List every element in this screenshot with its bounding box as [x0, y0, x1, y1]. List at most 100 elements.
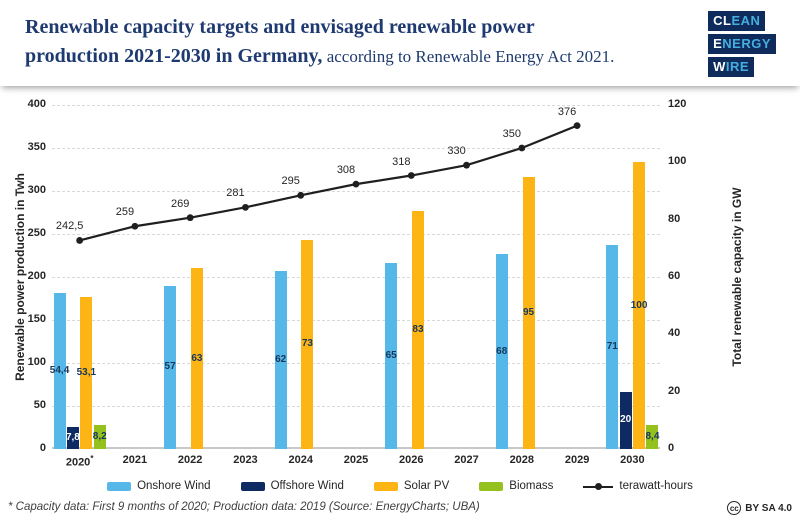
legend-color-swatch — [373, 481, 398, 491]
x-axis-ticks: 2020* 2021 2022 2023 2024 2025 2026 2027 2028 202… — [52, 454, 660, 470]
bar-value-label: 71 — [606, 341, 618, 353]
bar-onshore-wind-2022: 57 — [164, 285, 177, 449]
header: Renewable capacity targets and envisaged… — [0, 0, 800, 86]
chart-legend: Onshore Wind Offshore Wind Solar PV Biomass… — [0, 480, 800, 492]
logo-word-energy: ENERGY — [708, 34, 776, 54]
line-marker — [463, 161, 470, 169]
footnote-asterisk: * — [90, 454, 94, 463]
gridline — [52, 191, 660, 192]
page-title: Renewable capacity targets and envisaged… — [25, 13, 685, 71]
legend-item-onshore-wind: Onshore Wind — [107, 480, 211, 492]
legend-item-biomass: Biomass — [479, 480, 553, 492]
y-axis-tick-right: 120 — [668, 98, 687, 110]
bar-value-label: 100 — [630, 299, 648, 311]
x-axis-tick: 2024 — [288, 454, 313, 466]
bar-onshore-wind-2020: 54,4 — [50, 293, 69, 449]
line-value-label: 318 — [392, 155, 411, 168]
bar-value-label: 20 — [620, 414, 632, 426]
bar-solar-pv-2024: 73 — [301, 239, 314, 449]
gridline — [52, 148, 660, 149]
x-axis-tick: 2023 — [233, 454, 258, 466]
license-badge: cc BY SA 4.0 — [727, 501, 792, 515]
y-axis-tick-left: 50 — [33, 399, 46, 411]
bar-value-label: 57 — [164, 361, 176, 373]
bar-solar-pv-2026: 83 — [411, 211, 424, 449]
legend-label: Onshore Wind — [137, 480, 211, 492]
gridline — [52, 234, 660, 235]
legend-label: Offshore Wind — [270, 480, 344, 492]
x-axis-tick: 2028 — [509, 454, 535, 466]
clean-energy-wire-logo: CLEAN ENERGY WIRE — [708, 11, 776, 80]
line-value-label: 308 — [336, 164, 356, 177]
bar-value-label: 54,4 — [49, 365, 70, 377]
logo-letters-rest: NERGY — [722, 36, 771, 51]
line-value-label: 350 — [502, 128, 521, 140]
y-axis-tick-left: 150 — [27, 313, 46, 325]
right-axis-ticks: 0 20 40 60 80 100 120 — [668, 98, 708, 454]
x-axis-tick: 2026 — [399, 454, 424, 466]
title-subtitle: according to Renewable Energy Act 2021. — [322, 47, 615, 66]
line-marker — [352, 180, 360, 188]
bar-offshore-wind-2020: 7,8 — [66, 426, 80, 449]
legend-line-dot — [595, 482, 603, 490]
gridline — [52, 105, 660, 106]
bar-value-label: 53,1 — [76, 366, 97, 378]
y-axis-tick-left: 0 — [39, 442, 46, 454]
line-value-label: 376 — [557, 105, 577, 118]
left-axis-ticks: 0 50 100 150 200 250 300 350 400 — [0, 98, 46, 454]
logo-letters-highlight: W — [713, 59, 726, 74]
y-axis-tick-left: 300 — [27, 184, 46, 196]
bar-value-label: 73 — [301, 338, 313, 350]
x-axis-tick: 2022 — [177, 454, 203, 466]
bar-value-label: 63 — [191, 352, 203, 364]
y-axis-tick-left: 200 — [27, 270, 46, 282]
bar-value-label: 8,4 — [645, 430, 660, 442]
gridline — [52, 277, 660, 278]
line-value-label: 295 — [281, 175, 300, 188]
y-axis-tick-left: 350 — [27, 141, 46, 153]
footnote: * Capacity data: First 9 months of 2020;… — [8, 501, 480, 513]
line-marker — [407, 172, 415, 179]
bar-solar-pv-2022: 63 — [190, 268, 203, 449]
bar-value-label: 8,2 — [92, 431, 107, 443]
line-value-label: 330 — [447, 145, 466, 158]
line-value-label: 281 — [226, 187, 245, 200]
line-marker — [242, 203, 249, 211]
line-marker — [131, 222, 139, 230]
legend-item-solar-pv: Solar PV — [373, 480, 450, 492]
bar-onshore-wind-2024: 62 — [274, 271, 287, 449]
logo-word-clean: CLEAN — [708, 11, 766, 31]
legend-color-swatch — [240, 481, 265, 491]
bar-solar-pv-2020: 53,1 — [77, 296, 96, 449]
y-axis-tick-right: 80 — [668, 212, 681, 225]
bar-biomass-2030: 8,4 — [646, 424, 659, 449]
legend-line-marker — [583, 482, 614, 491]
terawatt-hours-line — [76, 122, 581, 244]
y-axis-tick-left: 250 — [27, 227, 46, 239]
y-axis-tick-right: 60 — [668, 270, 681, 282]
logo-letters-rest: EAN — [731, 13, 761, 28]
bar-solar-pv-2030: 100 — [631, 162, 647, 449]
right-axis-title: Total renewable capacity in GW — [730, 187, 744, 367]
gridline — [52, 320, 660, 321]
y-axis-tick-left: 100 — [27, 356, 46, 368]
creative-commons-icon: cc — [727, 501, 742, 515]
bar-biomass-2020: 8,2 — [93, 425, 107, 449]
title-line1: Renewable capacity targets and envisaged… — [25, 16, 535, 38]
legend-color-swatch — [479, 481, 504, 491]
y-axis-tick-right: 0 — [668, 442, 675, 454]
line-marker — [186, 214, 194, 222]
legend-label: Solar PV — [403, 480, 450, 492]
x-axis-tick: 2020* — [65, 454, 94, 469]
bar-onshore-wind-2026: 65 — [385, 262, 398, 449]
logo-letters-rest: IRE — [725, 59, 750, 74]
gridline — [52, 363, 660, 364]
bar-onshore-wind-2028: 68 — [495, 254, 508, 449]
line-marker — [573, 122, 581, 130]
line-value-label: 269 — [170, 197, 190, 210]
logo-letters-highlight: CL — [713, 13, 732, 28]
gridline — [52, 406, 660, 407]
plot-area: 54,4 57 62 65 68 71 7,8 20 53,1 63 73 83 95 100 8,2 8,4… — [50, 105, 660, 449]
legend-item-offshore-wind: Offshore Wind — [240, 480, 344, 492]
